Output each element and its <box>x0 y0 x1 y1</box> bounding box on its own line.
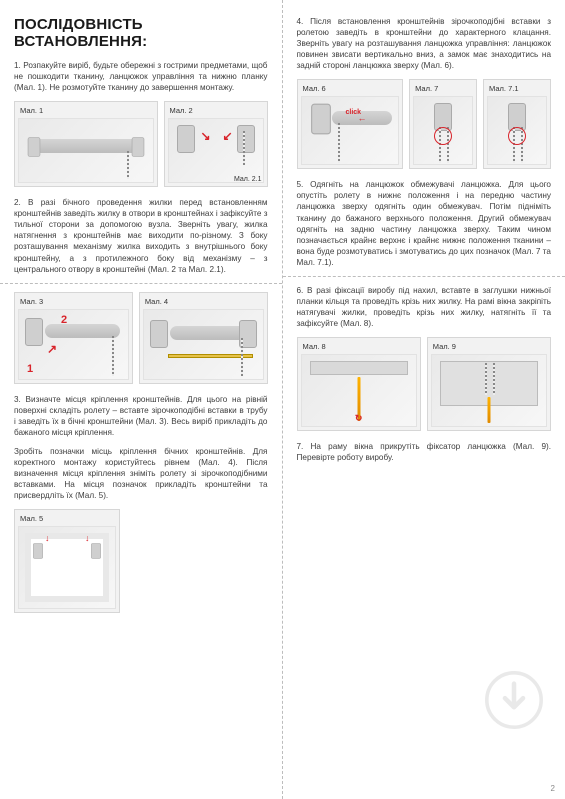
figure-7-caption: Мал. 7 <box>413 83 473 94</box>
step-1-text: 1. Розпакуйте виріб, будьте обережні з г… <box>14 60 268 93</box>
figure-1-area <box>18 118 154 183</box>
figure-6-caption: Мал. 6 <box>301 83 400 94</box>
figure-5: Мал. 5 ↓ ↓ <box>14 509 120 613</box>
figure-7: Мал. 7 <box>409 79 477 169</box>
figure-4-caption: Мал. 4 <box>143 296 264 307</box>
figure-21-caption: Мал. 2.1 <box>234 176 262 183</box>
figure-3-caption: Мал. 3 <box>18 296 129 307</box>
figure-row-5: Мал. 5 ↓ ↓ <box>14 509 268 613</box>
left-dashed-divider <box>0 283 282 284</box>
figure-1-caption: Мал. 1 <box>18 105 154 116</box>
figure-8-caption: Мал. 8 <box>301 341 417 352</box>
figure-row-8-9: Мал. 8 ↻ Мал. 9 <box>297 337 552 431</box>
red-number-1: 1 <box>27 363 33 375</box>
figure-1: Мал. 1 <box>14 101 158 187</box>
page-number: 2 <box>551 784 555 793</box>
step-2-text: 2. В разі бічного проведення жилки перед… <box>14 197 268 274</box>
figure-71-area <box>487 96 547 165</box>
page-title: ПОСЛІДОВНІСТЬ ВСТАНОВЛЕННЯ: <box>14 16 268 50</box>
step-4-text: 4. Після встановлення кронштейнів зірочк… <box>297 16 552 71</box>
figure-2-caption: Мал. 2 <box>168 105 264 116</box>
figure-6: Мал. 6 click ← <box>297 79 404 169</box>
figure-7-1: Мал. 7.1 <box>483 79 551 169</box>
figure-4: Мал. 4 <box>139 292 268 384</box>
right-dashed-divider <box>283 276 565 277</box>
figure-row-6-7: Мал. 6 click ← Мал. 7 М <box>297 79 552 169</box>
figure-5-caption: Мал. 5 <box>18 513 116 524</box>
red-number-2: 2 <box>61 314 67 326</box>
figure-6-area: click ← <box>301 96 400 165</box>
step-5-text: 5. Одягніть на ланцюжок обмежувачі ланцю… <box>297 179 552 268</box>
figure-8-area: ↻ <box>301 354 417 427</box>
step-3a-text: 3. Визначте місця кріплення кронштейнів.… <box>14 394 268 438</box>
watermark-icon <box>485 671 543 729</box>
figure-4-area <box>143 309 264 380</box>
left-column: ПОСЛІДОВНІСТЬ ВСТАНОВЛЕННЯ: 1. Розпакуйт… <box>0 0 283 799</box>
instruction-page: ПОСЛІДОВНІСТЬ ВСТАНОВЛЕННЯ: 1. Розпакуйт… <box>0 0 565 799</box>
figure-2: Мал. 2 ↘ ↙ Мал. 2.1 <box>164 101 268 187</box>
figure-2-area: ↘ ↙ <box>168 118 264 183</box>
figure-3-area: 2 1 ↗ <box>18 309 129 380</box>
figure-8: Мал. 8 ↻ <box>297 337 421 431</box>
figure-3: Мал. 3 2 1 ↗ <box>14 292 133 384</box>
figure-9-area <box>431 354 547 427</box>
figure-row-1-2: Мал. 1 Мал. 2 ↘ ↙ Мал. 2.1 <box>14 101 268 187</box>
figure-7-area <box>413 96 473 165</box>
step-6-text: 6. В разі фіксації виробу під нахил, вст… <box>297 285 552 329</box>
step-7-text: 7. На раму вікна прикрутіть фіксатор лан… <box>297 441 552 463</box>
figure-5-area: ↓ ↓ <box>18 526 116 609</box>
figure-9: Мал. 9 <box>427 337 551 431</box>
figure-71-caption: Мал. 7.1 <box>487 83 547 94</box>
step-3b-text: Зробіть позначки місць кріплення бічних … <box>14 446 268 501</box>
figure-row-3-4: Мал. 3 2 1 ↗ Мал. 4 <box>14 292 268 384</box>
figure-9-caption: Мал. 9 <box>431 341 547 352</box>
